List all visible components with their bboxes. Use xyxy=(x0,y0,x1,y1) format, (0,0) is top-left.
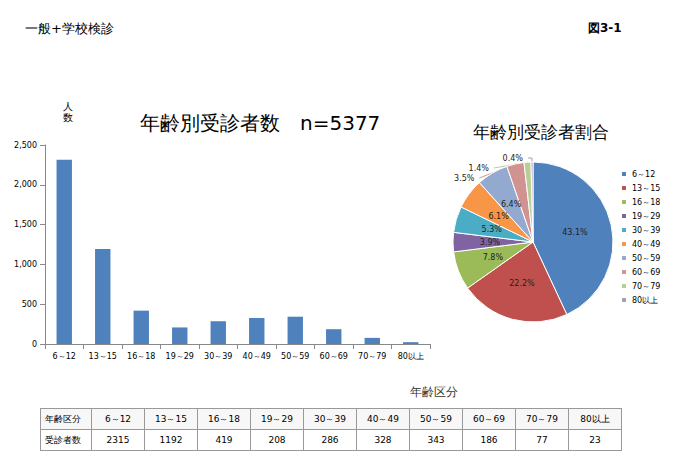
svg-text:1,500: 1,500 xyxy=(14,220,37,229)
html-text:328: 328 xyxy=(374,435,392,445)
html-text:186: 186 xyxy=(480,435,498,445)
svg-text:6.4%: 6.4% xyxy=(501,200,522,209)
svg-text:50～59: 50～59 xyxy=(632,254,660,263)
svg-text:年齢区分: 年齢区分 xyxy=(410,385,458,399)
html-text:図3-1: 図3-1 xyxy=(588,21,622,35)
svg-text:2,500: 2,500 xyxy=(14,141,37,150)
svg-text:6～12: 6～12 xyxy=(632,170,655,179)
svg-text:500: 500 xyxy=(22,300,37,309)
html-text:2315: 2315 xyxy=(106,435,130,445)
svg-text:0: 0 xyxy=(32,340,37,349)
svg-text:60～69: 60～69 xyxy=(320,352,348,361)
svg-text:1,000: 1,000 xyxy=(14,260,37,269)
html-text:343: 343 xyxy=(427,435,445,445)
svg-text:5.3%: 5.3% xyxy=(482,225,503,234)
svg-text:1.4%: 1.4% xyxy=(469,164,490,173)
svg-text:40～49: 40～49 xyxy=(243,352,271,361)
html-text:23: 23 xyxy=(589,435,601,445)
svg-text:人: 人 xyxy=(63,101,73,112)
html-text:1192: 1192 xyxy=(159,435,183,445)
svg-text:13～15: 13～15 xyxy=(632,184,660,193)
svg-text:6.1%: 6.1% xyxy=(488,212,509,221)
html-text:419: 419 xyxy=(215,435,233,445)
svg-text:16～18: 16～18 xyxy=(632,198,660,207)
html-text:6～12: 6～12 xyxy=(104,413,132,424)
svg-text:30～39: 30～39 xyxy=(204,352,232,361)
svg-text:22.2%: 22.2% xyxy=(509,279,535,288)
svg-text:70～79: 70～79 xyxy=(358,352,386,361)
svg-text:13～15: 13～15 xyxy=(89,352,117,361)
html-text:16～18: 16～18 xyxy=(208,413,240,424)
svg-text:30～39: 30～39 xyxy=(632,226,660,235)
html-text:60～69: 60～69 xyxy=(473,413,505,424)
svg-text:19～29: 19～29 xyxy=(632,212,660,221)
svg-text:年齢別受診者数 n=5377: 年齢別受診者数 n=5377 xyxy=(140,111,380,135)
svg-text:7.8%: 7.8% xyxy=(483,253,504,262)
html-text:40～49: 40～49 xyxy=(367,413,399,424)
html-text:13～15: 13～15 xyxy=(155,413,187,424)
svg-text:3.5%: 3.5% xyxy=(454,174,475,183)
html-text:77: 77 xyxy=(536,435,548,445)
svg-text:0.4%: 0.4% xyxy=(503,154,524,163)
svg-text:43.1%: 43.1% xyxy=(562,228,588,237)
svg-text:40～49: 40～49 xyxy=(632,240,660,249)
svg-text:50～59: 50～59 xyxy=(281,352,309,361)
svg-text:3.9%: 3.9% xyxy=(480,238,501,247)
svg-text:19～29: 19～29 xyxy=(166,352,194,361)
svg-text:70～79: 70～79 xyxy=(632,282,660,291)
svg-text:80以上: 80以上 xyxy=(398,352,424,361)
html-text:50～59: 50～59 xyxy=(420,413,452,424)
svg-text:6～12: 6～12 xyxy=(53,352,76,361)
html-text:80以上: 80以上 xyxy=(580,413,610,424)
svg-text:16～18: 16～18 xyxy=(127,352,155,361)
svg-text:数: 数 xyxy=(63,112,73,123)
html-text:年齢区分: 年齢区分 xyxy=(45,413,81,424)
html-text:受診者数: 受診者数 xyxy=(45,434,81,445)
svg-text:2,000: 2,000 xyxy=(14,180,37,189)
html-text:19～29: 19～29 xyxy=(261,413,293,424)
svg-text:60～69: 60～69 xyxy=(632,268,660,277)
svg-text:80以上: 80以上 xyxy=(632,296,658,305)
html-text:286: 286 xyxy=(321,435,339,445)
html-text:70～79: 70～79 xyxy=(526,413,558,424)
html-text:一般+学校検診: 一般+学校検診 xyxy=(25,21,114,36)
html-text:208: 208 xyxy=(268,435,286,445)
svg-text:年齢別受診者割合: 年齢別受診者割合 xyxy=(473,122,609,142)
html-text:30～39: 30～39 xyxy=(314,413,346,424)
